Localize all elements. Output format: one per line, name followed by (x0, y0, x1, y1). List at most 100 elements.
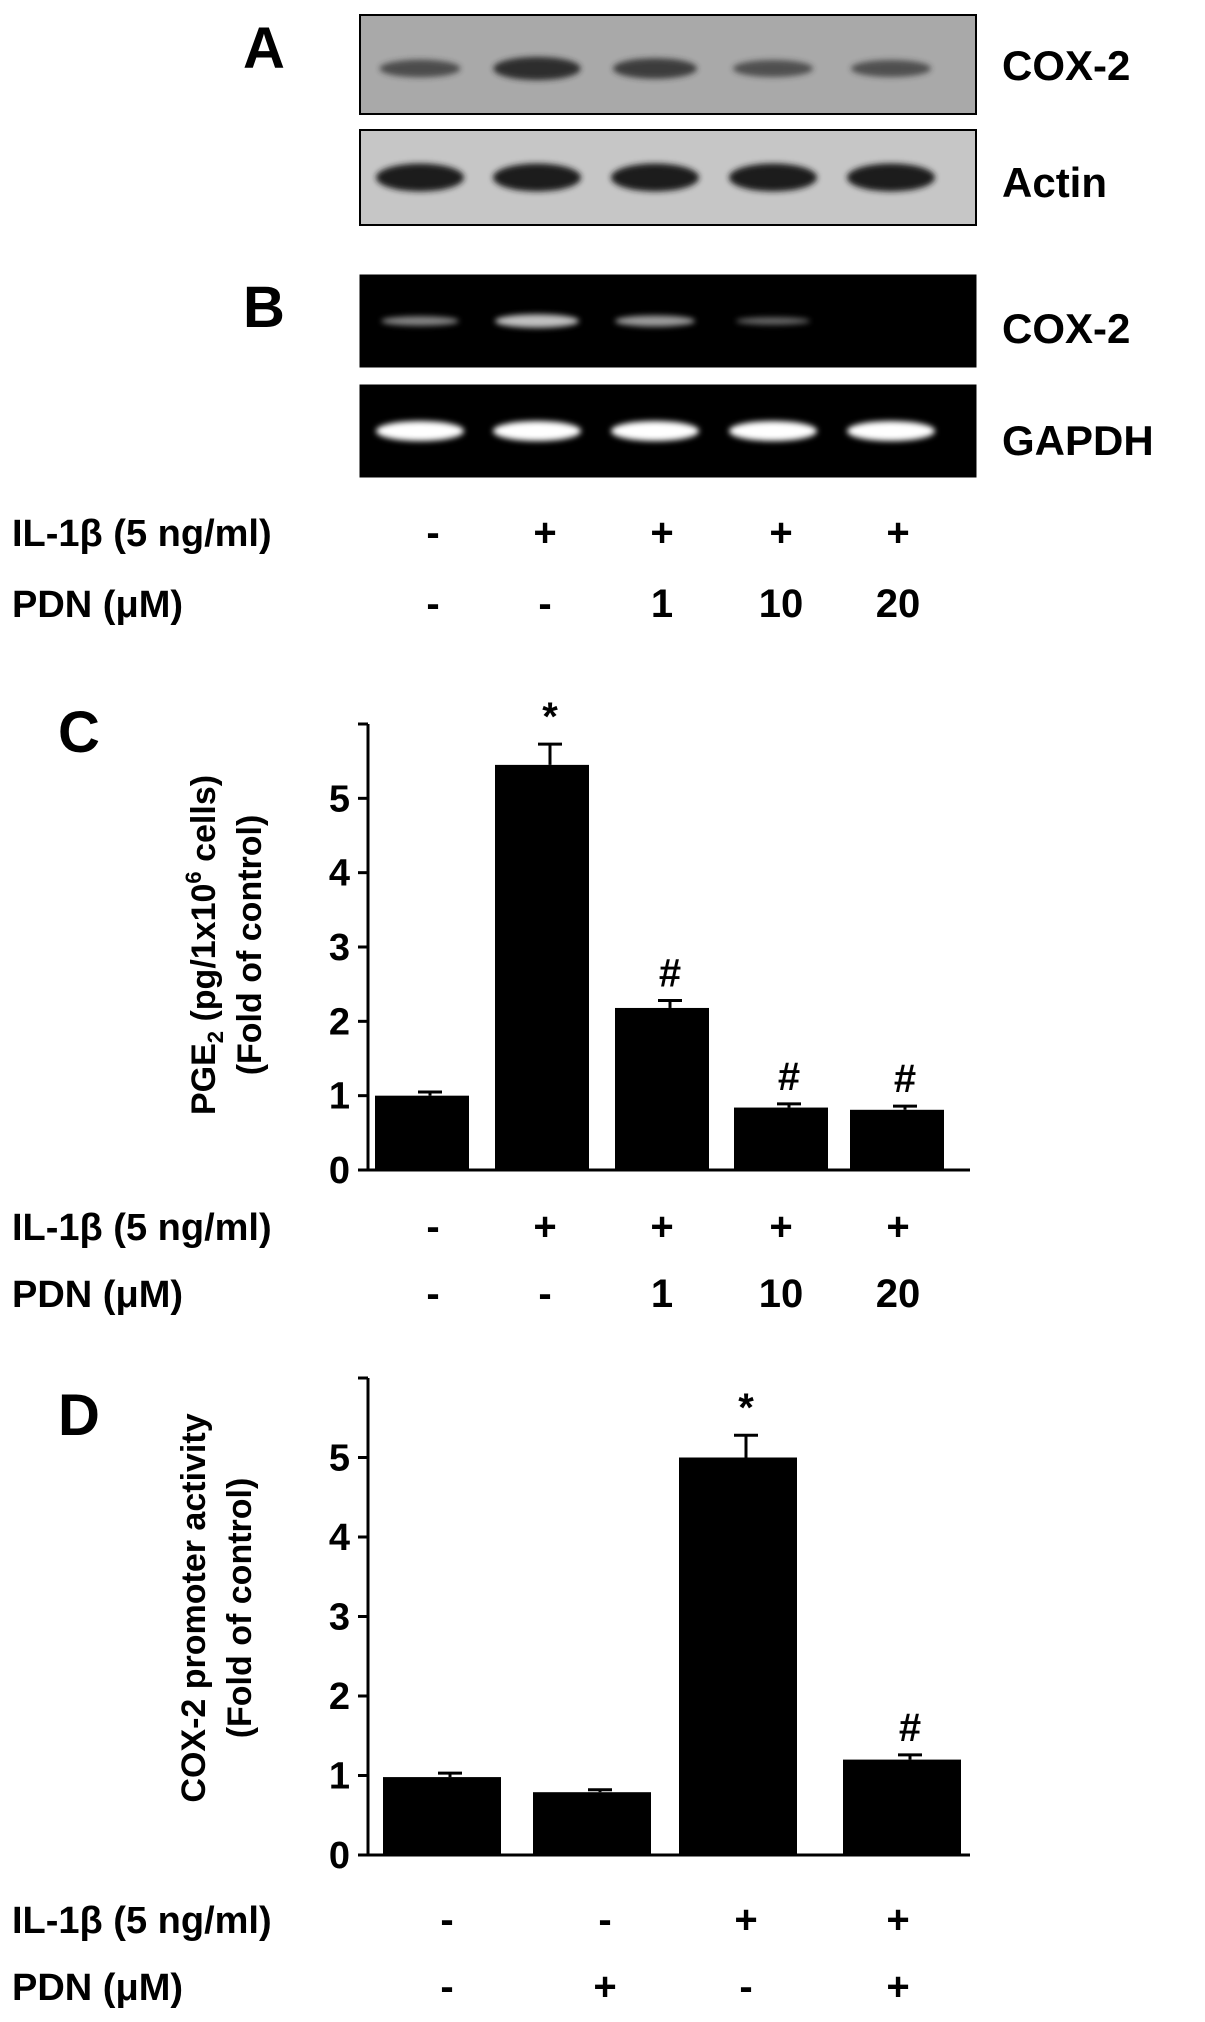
ab-condition-values: - + + + + - - 1 10 20 (426, 511, 920, 626)
blot-panels (359, 14, 977, 478)
pdn-value: 10 (759, 1272, 804, 1316)
blot-band (615, 315, 695, 327)
pdn-value: - (426, 582, 439, 626)
panel-letter-d: D (58, 1383, 100, 1448)
il1b-value: + (533, 511, 556, 555)
bar (734, 1107, 828, 1170)
pdn-value: 1 (651, 582, 673, 626)
bar (533, 1792, 651, 1855)
il1b-value: + (650, 1205, 673, 1249)
blot-band (847, 421, 935, 441)
y-tick-label: 2 (329, 1676, 350, 1718)
ab-pdn-label: PDN (μM) (12, 584, 183, 626)
blot-label-b-gapdh: GAPDH (1002, 417, 1154, 464)
pdn-value: - (538, 1272, 551, 1316)
pdn-value: - (739, 1965, 752, 2009)
y-tick-label: 4 (329, 853, 350, 895)
il1b-value: + (533, 1205, 556, 1249)
y-axis-label: COX-2 promoter activity (Fold of control) (175, 1413, 259, 1802)
blot-label-a-actin: Actin (1002, 159, 1107, 206)
ab-il1b-label: IL-1β (5 ng/ml) (12, 513, 272, 555)
blot-band (735, 317, 811, 325)
blot-band (376, 421, 464, 441)
y-tick-label: 0 (329, 1835, 350, 1877)
blot-band (847, 163, 935, 192)
c-condition-values: - + + + + - - 1 10 20 (426, 1205, 920, 1316)
il1b-value: + (650, 511, 673, 555)
blot-band (851, 60, 931, 77)
panel-letter-b: B (243, 275, 285, 340)
y-tick-label: 1 (329, 1076, 350, 1118)
y-tick-label: 3 (329, 1597, 350, 1639)
bar (375, 1095, 469, 1170)
blot-band (495, 314, 579, 328)
blot-band (729, 163, 817, 192)
il1b-value: + (769, 1205, 792, 1249)
il1b-value: - (440, 1898, 453, 1942)
pdn-value: 1 (651, 1272, 673, 1316)
pdn-value: 20 (876, 582, 921, 626)
y-tick-label: 3 (329, 927, 350, 969)
significance-marker: * (738, 1386, 754, 1430)
il1b-value: - (598, 1898, 611, 1942)
y-tick-label: 0 (329, 1150, 350, 1192)
il1b-value: + (769, 511, 792, 555)
blot-band (493, 421, 581, 441)
il1b-value: + (886, 1205, 909, 1249)
y-axis-label-line2: (Fold of control) (231, 815, 269, 1076)
blot-label-b-cox2: COX-2 (1002, 305, 1130, 352)
blot-band (376, 163, 464, 192)
blot-band (733, 60, 813, 77)
significance-marker: # (894, 1057, 916, 1101)
y-tick-label: 1 (329, 1756, 350, 1798)
blot-band (611, 421, 699, 441)
pdn-value: + (593, 1965, 616, 2009)
y-axis-label-line2: (Fold of control) (221, 1478, 259, 1739)
blot-band (493, 56, 581, 81)
il1b-value: + (734, 1898, 757, 1942)
pdn-value: - (538, 582, 551, 626)
y-axis-label: PGE2 (pg/1x106 cells) (Fold of control) (181, 775, 269, 1115)
y-axis-label-line1: PGE2 (pg/1x106 cells) (181, 775, 228, 1115)
il1b-value: + (886, 511, 909, 555)
pdn-value: 20 (876, 1272, 921, 1316)
significance-marker: # (778, 1055, 800, 1099)
chart-c: 0 1 2 3 4 5 * # # # PGE2 (pg/1x106 cells) (Fold of … (181, 695, 970, 1192)
d-pdn-label: PDN (μM) (12, 1967, 183, 2009)
c-il1b-label: IL-1β (5 ng/ml) (12, 1207, 272, 1249)
blot-label-a-cox2: COX-2 (1002, 42, 1130, 89)
pdn-value: + (886, 1965, 909, 2009)
c-pdn-label: PDN (μM) (12, 1274, 183, 1316)
panel-letter-a: A (243, 16, 285, 81)
il1b-value: - (426, 1205, 439, 1249)
y-tick-label: 5 (329, 1438, 350, 1480)
bar (850, 1109, 944, 1170)
y-axis-label-line1: COX-2 promoter activity (175, 1413, 213, 1802)
blot-band (493, 163, 581, 192)
blot-band (729, 421, 817, 441)
pdn-value: 10 (759, 582, 804, 626)
significance-marker: # (659, 952, 681, 996)
panel-letter-c: C (58, 700, 100, 765)
bar (495, 764, 589, 1170)
bar (679, 1457, 797, 1855)
il1b-value: - (426, 511, 439, 555)
il1b-value: + (886, 1898, 909, 1942)
blot-band (381, 316, 459, 326)
blot-band (611, 163, 699, 192)
y-tick-label: 5 (329, 778, 350, 820)
bar (843, 1759, 961, 1855)
blot-band (379, 59, 461, 78)
y-tick-label: 2 (329, 1001, 350, 1043)
bar (615, 1007, 709, 1170)
bar (383, 1777, 501, 1855)
chart-d: 0 1 2 3 4 5 * # COX-2 promoter activity (Fold of … (175, 1376, 970, 1877)
pdn-value: - (440, 1965, 453, 2009)
significance-marker: # (899, 1706, 921, 1750)
significance-marker: * (542, 695, 558, 739)
blot-a-actin (359, 129, 977, 226)
blot-band (613, 58, 697, 79)
blot-b-cox-2 (359, 274, 977, 368)
d-il1b-label: IL-1β (5 ng/ml) (12, 1900, 272, 1942)
